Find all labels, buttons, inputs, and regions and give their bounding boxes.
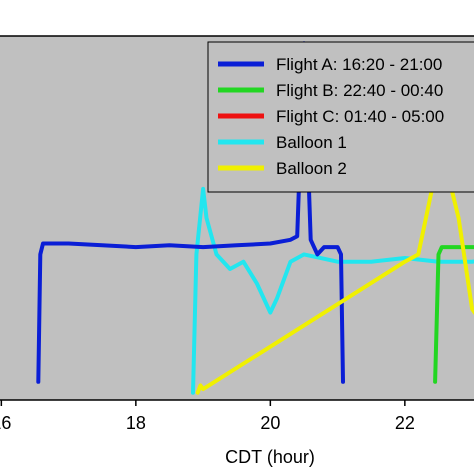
legend: Flight A: 16:20 - 21:00 Flight B: 22:40 -… — [207, 41, 474, 193]
x-tick-label: 20 — [260, 413, 280, 433]
series-line-balloon-1 — [191, 186, 474, 395]
legend-label: Flight B: 22:40 - 00:40 — [276, 81, 443, 100]
series-line-flight-b — [433, 245, 474, 384]
series-line-flight-a — [36, 41, 345, 384]
legend-label: Balloon 1 — [276, 133, 347, 152]
x-tick-label: 22 — [395, 413, 415, 433]
x-tick-label: 18 — [126, 413, 146, 433]
legend-label: Flight A: 16:20 - 21:00 — [276, 55, 442, 74]
legend-label: Balloon 2 — [276, 159, 347, 178]
x-tick-label: 16 — [0, 413, 11, 433]
legend-label: Flight C: 01:40 - 05:00 — [276, 107, 444, 126]
x-axis-ticks: 16182022024 — [0, 400, 415, 433]
x-axis-label: CDT (hour) — [225, 447, 315, 467]
